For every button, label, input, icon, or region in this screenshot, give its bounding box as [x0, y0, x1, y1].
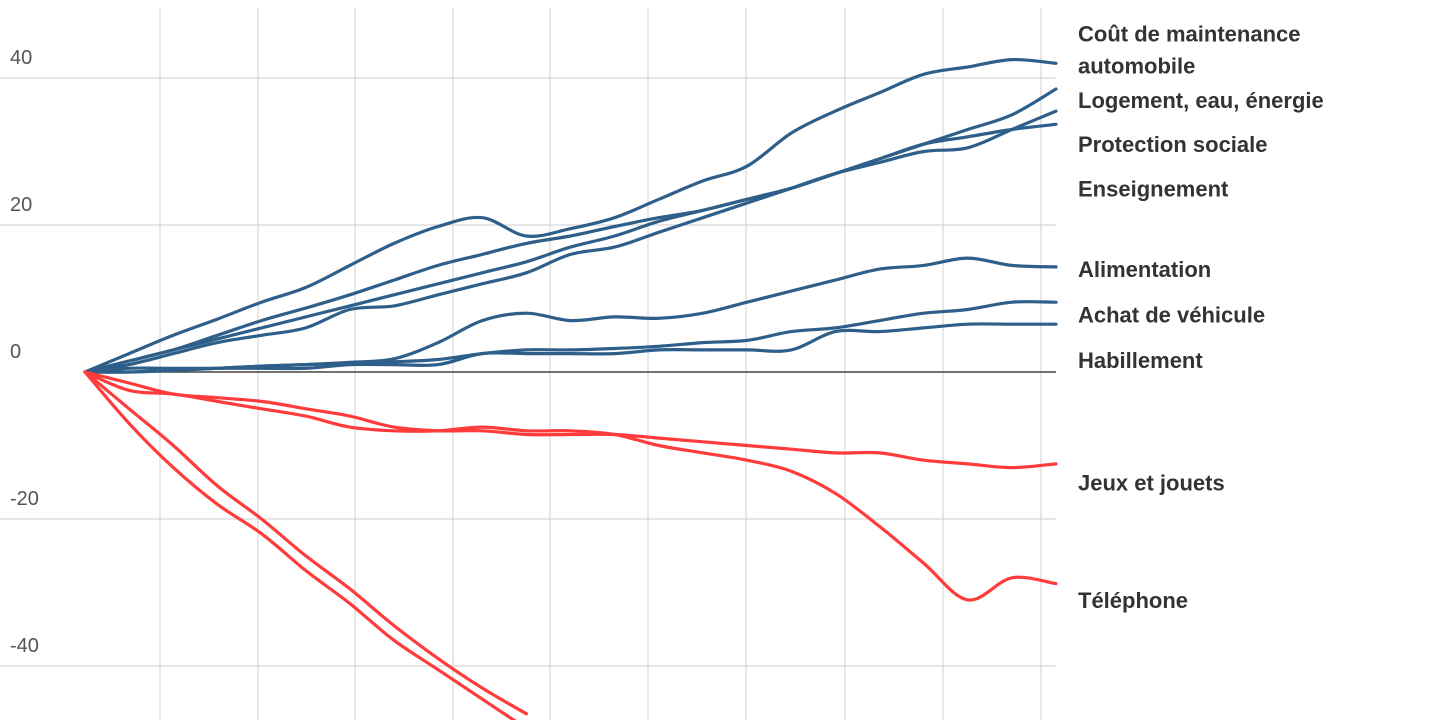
series-line-enseignement: [83, 109, 1058, 374]
legend-label: Logement, eau, énergie: [1078, 88, 1324, 113]
legend-label: Téléphone: [1078, 588, 1188, 613]
series-line-protection-sociale: [83, 122, 1058, 374]
series-line-habillement: [83, 322, 1058, 374]
legend-label: Protection sociale: [1078, 132, 1268, 157]
y-tick-label: -20: [10, 488, 39, 510]
y-axis-ticks: 40 20 0 -20 -40: [10, 47, 39, 657]
series-lines: [83, 57, 1058, 720]
legend-label: Alimentation: [1078, 257, 1211, 282]
series-line-unlabeled-10: [83, 370, 517, 720]
legend-label: Coût de maintenance: [1078, 21, 1300, 46]
series-line-telephone: [83, 370, 1058, 602]
legend: Coût de maintenance automobile Logement, e…: [1078, 21, 1324, 613]
legend-label: Jeux et jouets: [1078, 470, 1225, 495]
legend-label: Enseignement: [1078, 176, 1229, 201]
series-line-jeux-et-jouets: [83, 370, 1058, 470]
y-tick-label: 20: [10, 194, 32, 216]
legend-label: Achat de véhicule: [1078, 303, 1265, 328]
grid: [0, 8, 1056, 720]
y-tick-label: -40: [10, 635, 39, 657]
series-line-cout-de-maintenance-automobile: [83, 57, 1058, 374]
y-tick-label: 40: [10, 47, 32, 69]
legend-label: automobile: [1078, 53, 1195, 78]
y-tick-label: 0: [10, 341, 21, 363]
legend-label: Habillement: [1078, 348, 1203, 373]
series-line-unlabeled-9: [83, 370, 528, 716]
